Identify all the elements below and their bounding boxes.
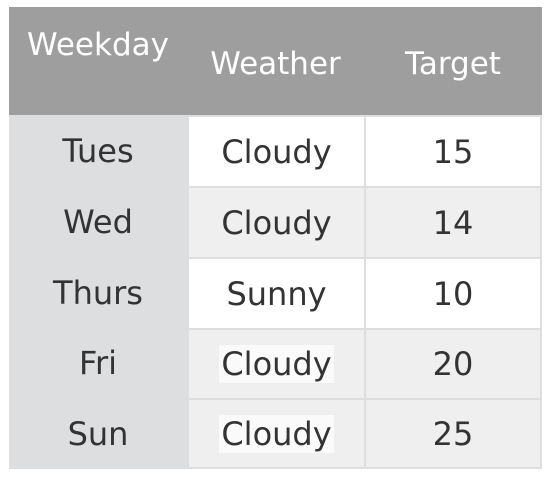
weather-cell: Cloudy	[187, 398, 364, 469]
weekday-cell: Fri	[9, 328, 187, 398]
target-cell: 10	[364, 257, 542, 328]
weekday-cell: Tues	[9, 115, 187, 186]
weather-cell: Cloudy	[187, 186, 364, 257]
target-cell: 25	[364, 398, 542, 469]
weather-cell: Cloudy	[187, 115, 364, 186]
weather-cell: Sunny	[187, 257, 364, 328]
target-cell: 14	[364, 186, 542, 257]
header-weekday: Weekday	[9, 7, 187, 115]
weather-text: Cloudy	[219, 345, 334, 383]
weekday-cell: Sun	[9, 398, 187, 469]
target-cell: 15	[364, 115, 542, 186]
weather-target-table: Weekday Weather Target Tues Cloudy 15 We…	[9, 7, 542, 469]
weekday-cell: Wed	[9, 186, 187, 257]
target-cell: 20	[364, 328, 542, 398]
header-weather: Weather	[187, 7, 364, 115]
weather-text: Cloudy	[219, 414, 334, 453]
header-target: Target	[364, 7, 542, 115]
weather-cell: Cloudy	[187, 328, 364, 398]
weekday-cell: Thurs	[9, 257, 187, 328]
